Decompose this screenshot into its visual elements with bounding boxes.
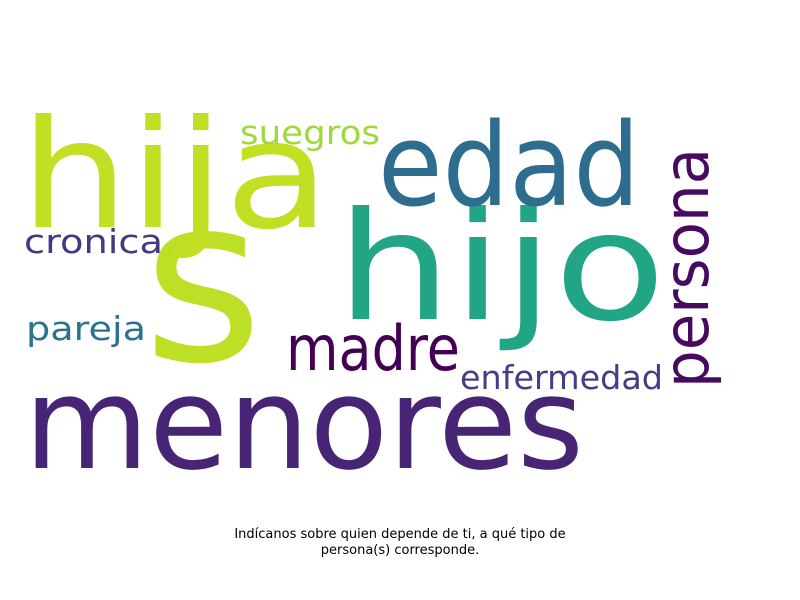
caption-line-1: Indícanos sobre quien depende de ti, a q…	[234, 527, 566, 542]
caption-line-2: persona(s) corresponde.	[320, 543, 480, 558]
word-hija: hija	[20, 89, 330, 263]
word-s: s	[143, 148, 263, 415]
word-cronica: cronica	[24, 222, 163, 261]
word-enfermedad: enfermedad	[460, 358, 663, 397]
word-suegros: suegros	[240, 113, 380, 152]
word-madre: madre	[286, 312, 460, 385]
word-hijo: hijo	[336, 181, 666, 355]
word-edad: edad	[378, 99, 640, 233]
word-menores: menores	[24, 350, 584, 499]
word-pareja: pareja	[26, 309, 146, 348]
caption: Indícanos sobre quien depende de ti, a q…	[0, 527, 800, 559]
word-persona: persona	[650, 148, 723, 388]
